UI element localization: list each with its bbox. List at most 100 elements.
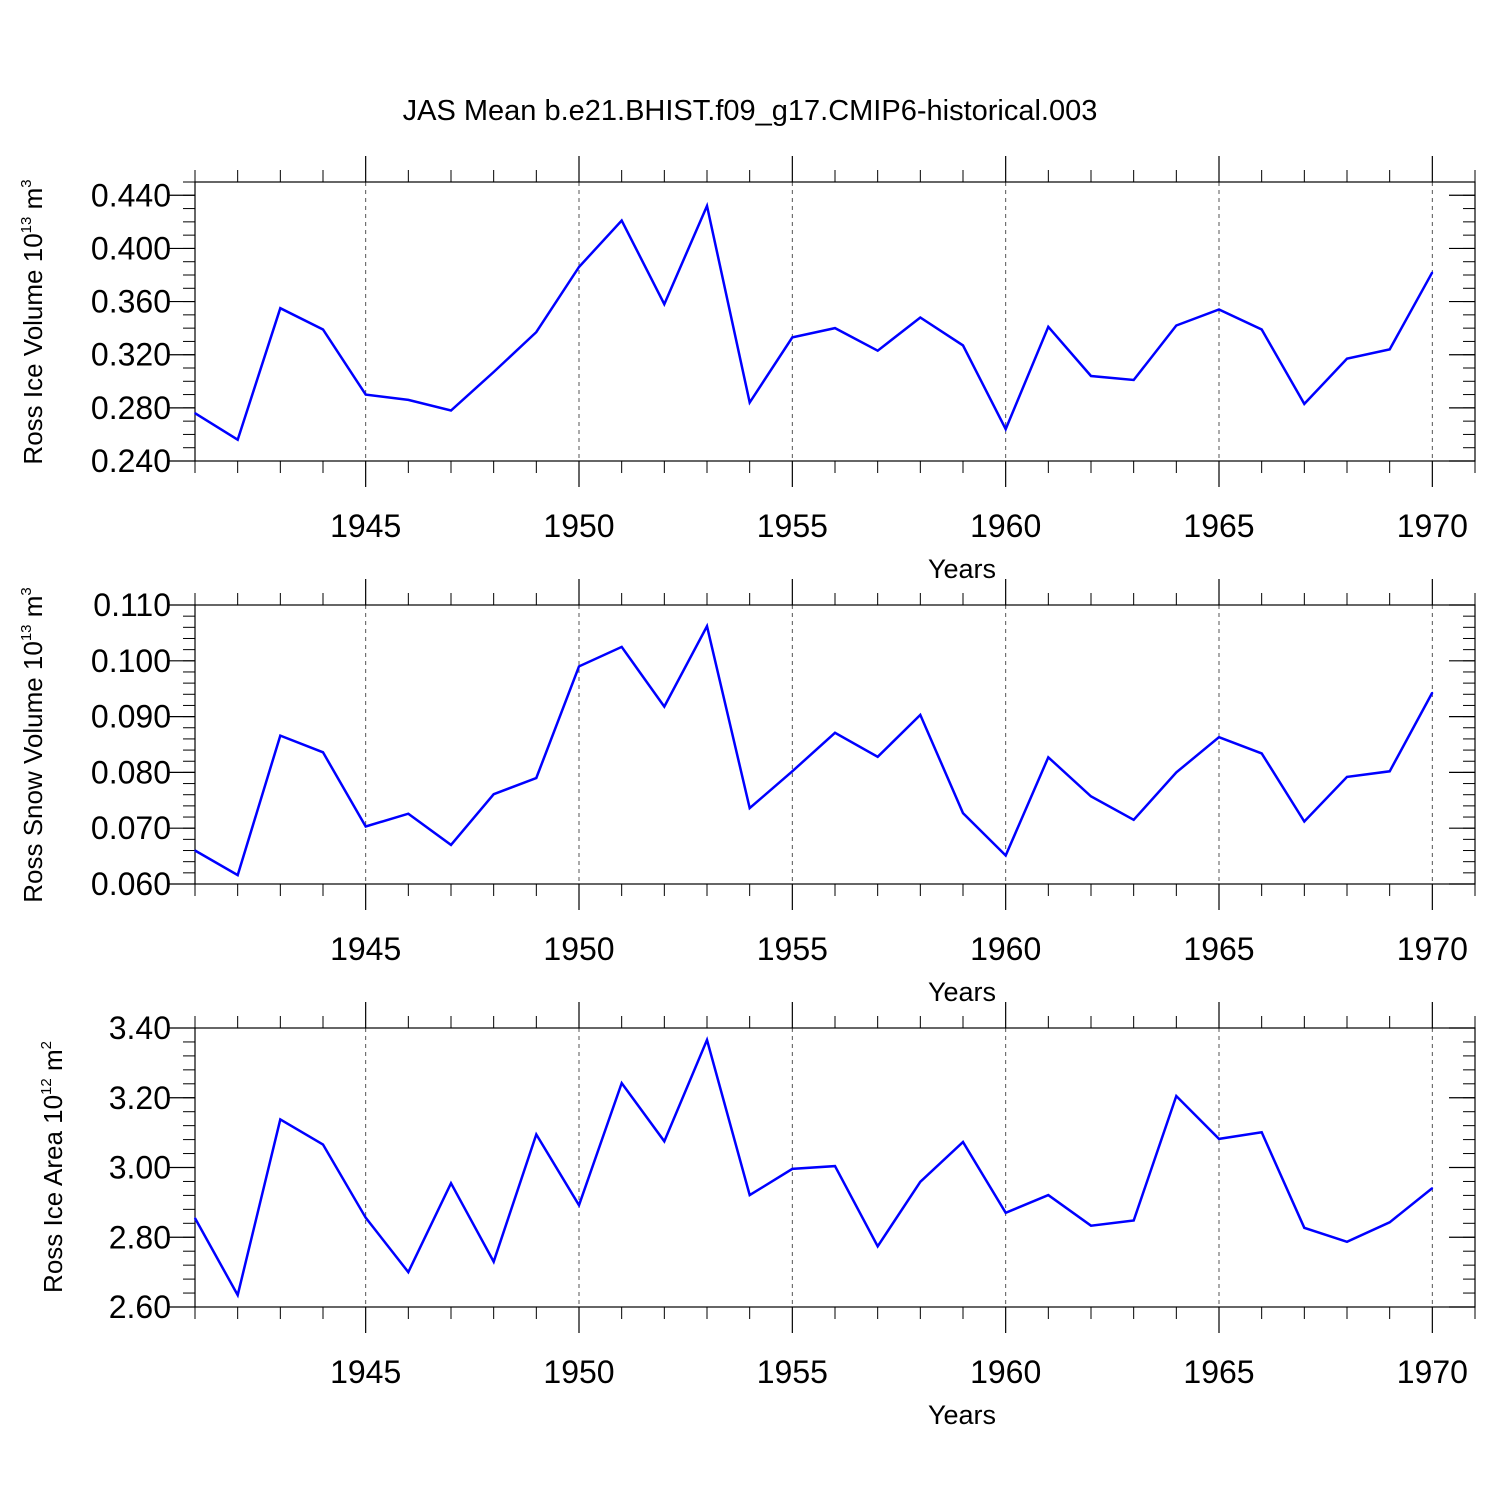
y-tick-label: 3.00: [109, 1150, 171, 1186]
data-point: [1175, 324, 1178, 327]
data-point: [748, 807, 751, 809]
series-line: [194, 201, 1434, 442]
data-point: [919, 1180, 922, 1183]
x-tick-label: 1955: [757, 508, 828, 544]
data-point: [1346, 357, 1348, 360]
x-tick-label: 1945: [330, 1354, 401, 1390]
data-point: [322, 328, 324, 331]
data-point: [620, 219, 623, 222]
series-line: [194, 622, 1434, 877]
y-axis-label: Ross Ice Area 1012 m2: [38, 1041, 68, 1293]
data-point: [834, 731, 836, 734]
data-point: [1260, 752, 1263, 755]
y-tick-label: 0.110: [93, 587, 171, 623]
data-point: [706, 205, 708, 207]
y-tick-label: 0.280: [91, 390, 171, 426]
y-tick-label: 0.090: [91, 699, 171, 735]
series-line: [193, 1036, 1434, 1299]
data-point: [919, 316, 922, 319]
y-tick-label: 0.070: [91, 810, 171, 846]
data-point: [492, 793, 495, 795]
data-point: [876, 349, 879, 352]
x-tick-label: 1965: [1183, 508, 1254, 544]
data-point: [279, 734, 282, 737]
x-tick-label: 1965: [1183, 1354, 1254, 1390]
x-tick-label: 1945: [330, 508, 401, 544]
y-axis-label: Ross Snow Volume 1013 m3: [18, 587, 48, 903]
y-axis-label-exponent: 13: [18, 624, 35, 641]
y-tick-label: 0.440: [91, 177, 171, 213]
data-point: [834, 327, 836, 329]
data-point: [364, 825, 367, 828]
data-point: [1047, 326, 1050, 328]
y-axis-label-unit: m: [18, 596, 48, 625]
data-point: [322, 751, 324, 754]
data-point: [535, 1133, 538, 1136]
data-point: [706, 1039, 708, 1041]
y-axis-label-main: Ross Ice Volume 10: [18, 233, 48, 464]
y-tick-label: 0.100: [91, 643, 171, 679]
data-point: [407, 812, 410, 815]
data-point: [578, 266, 580, 268]
y-axis-label-exponent: 12: [38, 1078, 55, 1095]
data-point: [1431, 271, 1434, 274]
y-tick-label: 0.360: [91, 284, 171, 320]
x-tick-label: 1970: [1397, 508, 1468, 544]
data-point: [706, 625, 708, 628]
data-point: [791, 336, 794, 339]
data-point: [236, 438, 239, 441]
data-point: [876, 755, 879, 758]
data-point: [1388, 348, 1391, 351]
y-tick-label: 0.320: [91, 337, 171, 373]
y-axis-label-unit-exponent: 2: [38, 1041, 55, 1049]
y-tick-label: 0.400: [91, 230, 171, 266]
panel-ross-ice-area: 1945 1950 1955 1960 1965 1970 2.60 2.80 3.00 3.20…: [38, 1002, 1476, 1430]
data-point: [194, 849, 196, 852]
data-point: [1388, 770, 1391, 773]
y-axis-label-unit: m: [18, 188, 48, 217]
data-point: [492, 1260, 495, 1263]
x-tick-label: 1960: [970, 931, 1041, 967]
x-tick-label: 1965: [1183, 931, 1254, 967]
data-point: [1175, 1095, 1178, 1097]
x-axis-label: Years: [928, 554, 996, 584]
data-point: [1388, 1221, 1391, 1224]
data-point: [663, 303, 666, 306]
data-point: [1260, 1131, 1263, 1134]
data-point: [407, 399, 410, 401]
data-point: [663, 1140, 666, 1143]
data-point: [1431, 691, 1434, 694]
data-point: [1218, 736, 1220, 739]
data-point: [919, 714, 922, 716]
x-tick-label: 1970: [1397, 931, 1468, 967]
data-point: [620, 1082, 623, 1084]
data-point: [1004, 1212, 1007, 1214]
panel-ross-ice-volume: 1945 1950 1955 1960 1965 1970 0.240 0.280 0.320 0…: [18, 156, 1476, 584]
data-point: [1090, 375, 1092, 377]
data-point: [1303, 403, 1306, 405]
data-point: [1004, 428, 1007, 430]
data-point: [1303, 1227, 1306, 1229]
data-point: [450, 844, 452, 846]
y-axis-label-main: Ross Snow Volume 10: [18, 641, 48, 903]
data-point: [578, 1204, 580, 1206]
x-tick-label: 1955: [757, 931, 828, 967]
data-point: [492, 371, 495, 373]
data-point: [535, 777, 538, 779]
data-point: [364, 1216, 367, 1219]
data-point: [1132, 1219, 1135, 1222]
x-tick-label: 1950: [543, 508, 614, 544]
x-axis-label: Years: [928, 1400, 996, 1430]
data-point: [1175, 771, 1178, 774]
y-axis-label-main: Ross Ice Area 10: [38, 1095, 68, 1293]
x-tick-label: 1950: [543, 1354, 614, 1390]
data-point: [1303, 820, 1306, 823]
data-point: [1047, 756, 1050, 759]
y-axis-label-unit-exponent: 3: [18, 587, 35, 595]
data-point: [1431, 1187, 1434, 1189]
data-point: [962, 344, 964, 347]
data-point: [450, 409, 452, 412]
data-point: [962, 1141, 964, 1143]
data-point: [1047, 1194, 1050, 1196]
